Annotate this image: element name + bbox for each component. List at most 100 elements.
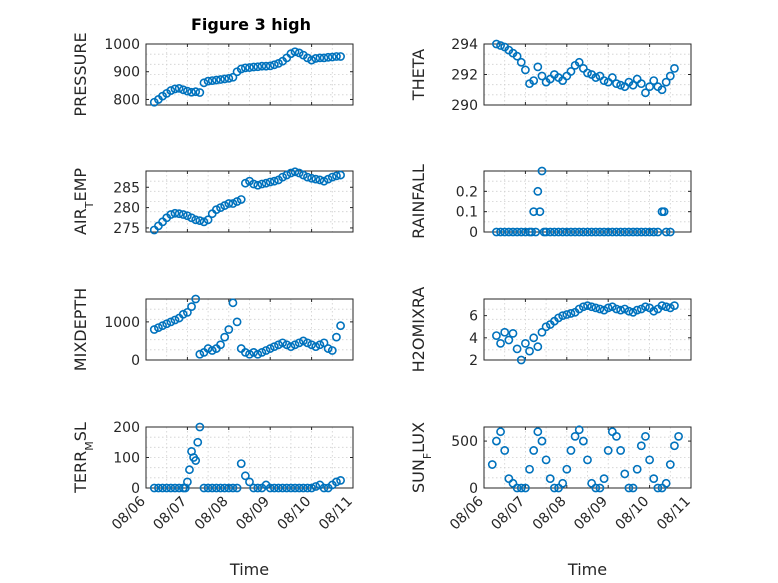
data-point [170,315,180,325]
x-tick-label: 08/11 [316,494,356,534]
x-tick-label: 08/06 [447,493,487,533]
data-points [149,294,345,359]
data-point [282,483,292,493]
data-point [307,173,316,183]
data-point [570,227,580,237]
data-point [319,483,329,493]
data-point [290,483,300,493]
data-point [278,483,288,493]
data-point [265,483,275,493]
data-point [595,227,605,237]
data-point [182,211,192,221]
data-point [549,483,559,493]
y-axis-label: SUNFLUX [409,422,434,493]
data-point [203,215,213,225]
data-point [492,227,501,237]
data-point [220,332,230,342]
data-point [566,67,576,76]
data-point [178,309,188,319]
data-point [562,227,572,237]
data-point [294,483,304,493]
data-point [595,483,605,493]
data-point [591,303,601,313]
data-point [641,302,650,312]
x-tick-label: 08/11 [654,494,694,534]
data-point [558,227,568,237]
data-point [516,57,526,67]
data-point [336,475,345,485]
data-point [207,76,217,85]
x-tick-label: 08/09 [233,494,273,534]
subplot-sun_flux: 0 500 SUNFLUX 08/06 08/07 08/08 08/09 08/10 08/1… [409,422,694,579]
data-point [319,176,329,186]
data-point [496,427,505,437]
data-point [607,227,617,237]
data-point [207,346,217,355]
y-axis-label: RAINFALL [409,164,428,239]
data-point [274,483,283,493]
data-point [195,422,205,432]
y-tick-label: 0 [469,225,478,241]
axes-border [145,43,354,106]
data-point [228,199,238,208]
y-tick-label: 0 [131,353,140,369]
data-point [549,227,559,237]
data-point [282,340,292,350]
data-point [265,344,275,353]
data-point [166,483,176,493]
data-point [319,338,329,348]
data-point [154,323,163,332]
y-tick-label: 0.1 [456,205,478,221]
data-point [211,205,221,215]
subplot-terr_msl: 0 100 200 TERRMSL 08/06 08/07 08/08 08/09 08/10 0… [71,420,356,579]
data-point [191,456,201,465]
data-point [591,483,601,493]
data-point [632,464,642,474]
data-point [670,301,679,311]
data-point [628,227,638,237]
data-point [269,60,279,70]
y-tick-label: 4 [469,331,478,347]
data-point [537,327,547,337]
data-point [332,52,341,61]
data-point [599,474,609,484]
data-point [612,304,621,314]
x-tick-label: 08/07 [150,494,190,534]
data-point [203,76,213,86]
data-point [616,80,626,90]
data-point [216,203,225,212]
data-point [187,87,196,97]
data-point [220,201,230,210]
data-point [286,342,296,352]
data-point [545,227,555,237]
data-point [232,197,242,206]
data-point [537,166,547,176]
data-point [249,347,259,357]
data-point [566,227,576,237]
data-point [620,227,630,237]
data-point [282,170,292,180]
data-point [269,483,279,493]
data-point [253,180,263,190]
data-point [174,209,184,219]
data-point [616,227,626,237]
data-point [182,307,192,317]
y-axis-label: AIRTEMP [71,168,96,235]
data-point [327,172,337,182]
data-point [211,483,221,493]
data-point [236,195,246,204]
data-point [249,62,259,72]
data-point [332,477,341,487]
data-point [170,84,180,94]
data-point [574,57,584,67]
x-axis-label: Time [229,560,269,579]
data-point [220,483,230,493]
data-point [599,76,609,85]
data-point [512,51,522,61]
data-point [562,464,572,474]
data-point [290,167,300,177]
data-point [228,72,238,82]
data-point [512,344,522,354]
data-point [508,328,518,338]
